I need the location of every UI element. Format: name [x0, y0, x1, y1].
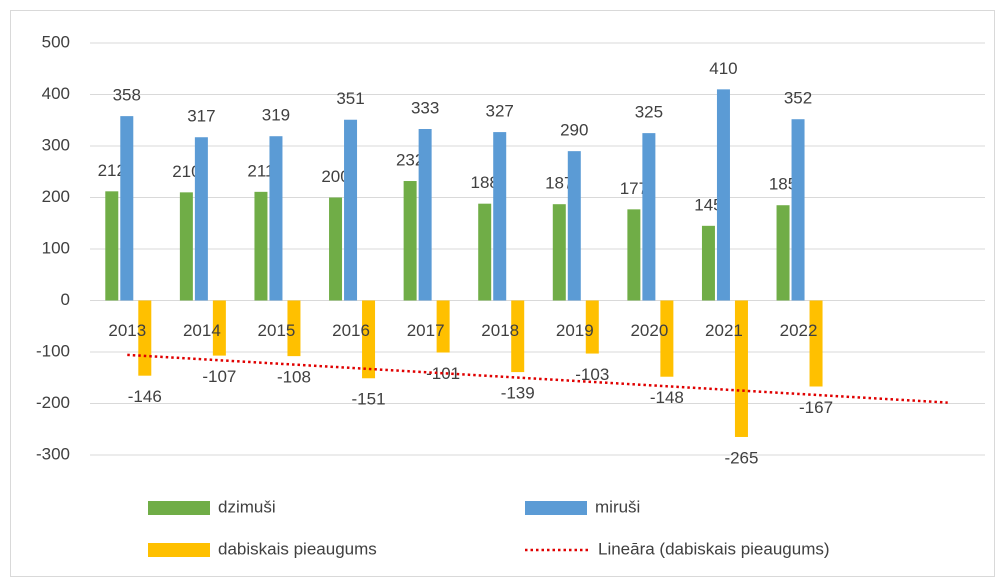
- bar: [436, 300, 450, 353]
- data-label: 327: [486, 102, 514, 121]
- data-label: -107: [202, 367, 236, 386]
- bar: [344, 119, 358, 301]
- legend-swatch: [148, 501, 210, 515]
- bar: [194, 137, 208, 301]
- y-tick-label: 200: [42, 187, 70, 206]
- data-label: 210: [172, 162, 200, 181]
- bar: [493, 132, 507, 301]
- y-tick-label: 300: [42, 135, 70, 154]
- bar: [138, 300, 152, 376]
- bar: [660, 300, 674, 377]
- bar: [642, 133, 656, 301]
- x-tick-label: 2013: [108, 321, 146, 340]
- bar: [585, 300, 599, 354]
- data-label: 188: [471, 173, 499, 192]
- bar: [478, 203, 492, 301]
- x-tick-label: 2017: [407, 321, 445, 340]
- y-tick-label: -200: [36, 393, 70, 412]
- data-label: 325: [635, 103, 663, 122]
- data-label: 351: [336, 89, 364, 108]
- data-label: 212: [98, 161, 126, 180]
- data-label: 358: [113, 86, 141, 105]
- data-label: -139: [501, 384, 535, 403]
- data-label: 290: [560, 121, 588, 140]
- x-tick-label: 2019: [556, 321, 594, 340]
- data-label: -101: [426, 364, 460, 383]
- data-label: -148: [650, 388, 684, 407]
- data-label: -265: [724, 448, 758, 467]
- data-label: 319: [262, 106, 290, 125]
- data-label: -103: [575, 365, 609, 384]
- bar: [254, 191, 268, 301]
- x-tick-label: 2015: [258, 321, 296, 340]
- bar: [403, 181, 417, 301]
- legend-label: dabiskais pieaugums: [218, 539, 377, 558]
- bar: [269, 136, 283, 301]
- bar: [287, 300, 301, 357]
- data-label: 232: [396, 151, 424, 170]
- x-tick-label: 2021: [705, 321, 743, 340]
- legend-label: dzimuši: [218, 497, 276, 516]
- data-label: -146: [128, 387, 162, 406]
- data-label: 333: [411, 98, 439, 117]
- data-label: 185: [769, 175, 797, 194]
- legend-swatch: [525, 501, 587, 515]
- bar: [511, 300, 525, 373]
- bar: [567, 151, 581, 301]
- bar: [776, 205, 790, 301]
- bar: [212, 300, 226, 356]
- y-tick-label: -100: [36, 341, 70, 360]
- data-label: 211: [247, 161, 274, 180]
- data-label: 145: [694, 195, 722, 214]
- legend-label: miruši: [595, 497, 640, 516]
- y-tick-label: 500: [42, 32, 70, 51]
- bar: [627, 209, 641, 301]
- bar: [418, 129, 432, 301]
- x-tick-label: 2020: [630, 321, 668, 340]
- bar: [179, 192, 193, 301]
- bar: [120, 116, 134, 301]
- bar: [552, 204, 566, 301]
- bar: [716, 89, 730, 301]
- x-tick-label: 2016: [332, 321, 370, 340]
- bar: [329, 197, 343, 301]
- x-tick-label: 2014: [183, 321, 221, 340]
- data-label: -151: [352, 390, 386, 409]
- y-tick-label: 100: [42, 238, 70, 257]
- data-label: 317: [187, 107, 215, 126]
- bar: [105, 191, 119, 301]
- x-tick-label: 2018: [481, 321, 519, 340]
- data-label: 200: [321, 167, 349, 186]
- data-label: -108: [277, 368, 311, 387]
- bar: [701, 225, 715, 301]
- legend-swatch: [148, 543, 210, 557]
- bar: [734, 300, 748, 437]
- data-label: 352: [784, 89, 812, 108]
- y-tick-label: 0: [61, 290, 70, 309]
- data-label: 410: [709, 59, 737, 78]
- legend-label: Lineāra (dabiskais pieaugums): [598, 539, 830, 558]
- bar: [791, 119, 805, 301]
- x-tick-label: 2022: [780, 321, 818, 340]
- data-label: -167: [799, 398, 833, 417]
- y-tick-label: 400: [42, 84, 70, 103]
- y-tick-label: -300: [36, 444, 70, 463]
- bar: [809, 300, 823, 387]
- data-label: 187: [545, 174, 573, 193]
- bar: [362, 300, 376, 379]
- data-label: 177: [620, 179, 648, 198]
